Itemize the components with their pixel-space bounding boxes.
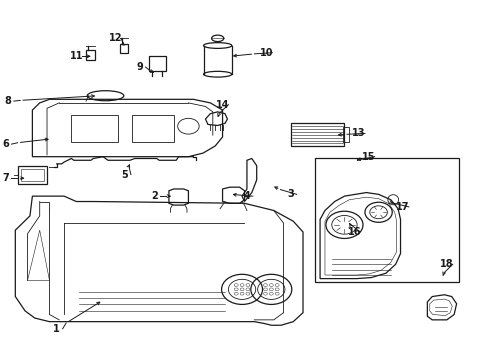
- Text: 5: 5: [122, 170, 128, 180]
- Text: 9: 9: [136, 62, 143, 72]
- Text: 7: 7: [2, 173, 9, 183]
- Bar: [21, 168, 43, 181]
- Text: 1: 1: [53, 324, 60, 334]
- Text: 15: 15: [361, 152, 375, 162]
- Text: 6: 6: [2, 139, 9, 149]
- Bar: [71, 116, 118, 142]
- Text: 8: 8: [4, 96, 11, 106]
- Bar: [86, 50, 95, 60]
- Bar: [149, 56, 166, 71]
- Bar: [342, 127, 348, 141]
- Bar: [315, 158, 458, 282]
- Bar: [290, 123, 344, 146]
- Text: 14: 14: [215, 100, 229, 110]
- Text: 13: 13: [352, 129, 365, 138]
- Text: 12: 12: [108, 33, 122, 43]
- Bar: [18, 166, 47, 184]
- Text: 17: 17: [395, 202, 409, 212]
- Text: 11: 11: [69, 51, 83, 61]
- Text: 3: 3: [287, 189, 294, 199]
- Text: 18: 18: [439, 259, 453, 269]
- Text: 2: 2: [151, 191, 157, 201]
- Text: 10: 10: [259, 48, 273, 58]
- Bar: [120, 44, 128, 53]
- Text: 4: 4: [243, 191, 250, 201]
- Text: 16: 16: [347, 227, 360, 237]
- Bar: [132, 116, 173, 142]
